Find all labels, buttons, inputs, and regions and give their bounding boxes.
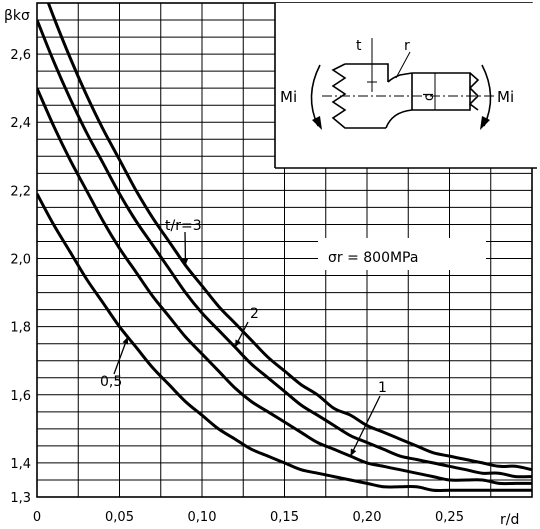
series-line-2 xyxy=(37,87,532,486)
shaft-small-section xyxy=(411,72,480,111)
series-label-0-5: 0,5 xyxy=(100,374,122,390)
x-tick-label: 0,15 xyxy=(270,510,299,525)
y-tick-label: 1,3 xyxy=(10,491,31,506)
tick-labels: 0 0,05 0,10 0,15 0,20 0,25 1,3 1,4 1,6 1,8 2,0 2,2 2… xyxy=(10,48,464,525)
series-label-2: 2 xyxy=(250,306,259,322)
dimension-t-label: t xyxy=(356,38,362,54)
y-axis-title-text: βkσ xyxy=(4,8,30,24)
moment-right-arrowhead xyxy=(480,116,490,130)
shaft-large-section xyxy=(331,63,389,129)
y-tick-label: 1,4 xyxy=(10,457,31,472)
y-tick-label: 2,0 xyxy=(10,253,31,268)
series-label-1: 1 xyxy=(378,380,387,396)
x-tick-label: 0 xyxy=(33,510,41,525)
series-line-3 xyxy=(37,193,532,492)
series-leader-2 xyxy=(349,395,381,457)
moment-right-label: Mi xyxy=(497,88,514,106)
shaft-fillet-upper xyxy=(387,72,413,83)
y-tick-label: 2,4 xyxy=(10,116,31,131)
shaft-fillet-lower xyxy=(385,109,413,129)
x-tick-label: 0,20 xyxy=(353,510,382,525)
material-annotation: σr = 800MPa xyxy=(328,250,418,266)
diagram-background xyxy=(275,3,537,168)
y-tick-label: 1,8 xyxy=(10,321,31,336)
x-tick-label: 0,25 xyxy=(435,510,464,525)
series-arrowhead-3 xyxy=(122,336,129,345)
series-arrowhead-1 xyxy=(235,339,241,348)
series-leaders xyxy=(113,231,381,457)
shaft-diagram: d t r Mi Mi xyxy=(274,3,537,169)
x-axis-title: r/d xyxy=(500,512,519,528)
x-tick-label: 0,05 xyxy=(105,510,134,525)
dimension-r-label: r xyxy=(404,38,410,54)
annotation-box xyxy=(318,238,486,270)
y-tick-label: 2,6 xyxy=(10,48,31,63)
y-tick-label: 1,6 xyxy=(10,389,31,404)
moment-left-arrowhead xyxy=(312,116,322,130)
series-arrowhead-2 xyxy=(350,448,357,457)
x-tick-label: 0,10 xyxy=(188,510,217,525)
series-arrowhead-0 xyxy=(182,258,189,266)
series-line-1 xyxy=(37,19,532,479)
dimension-r-leader xyxy=(395,51,411,79)
dimension-d-label: d xyxy=(422,93,437,101)
series-label-3: t/r=3 xyxy=(165,218,202,234)
series-line-0 xyxy=(46,3,532,472)
y-axis-title: βkσ xyxy=(4,8,30,24)
curves xyxy=(37,3,532,492)
y-tick-label: 2,2 xyxy=(10,184,31,199)
moment-left-label: Mi xyxy=(280,88,297,106)
